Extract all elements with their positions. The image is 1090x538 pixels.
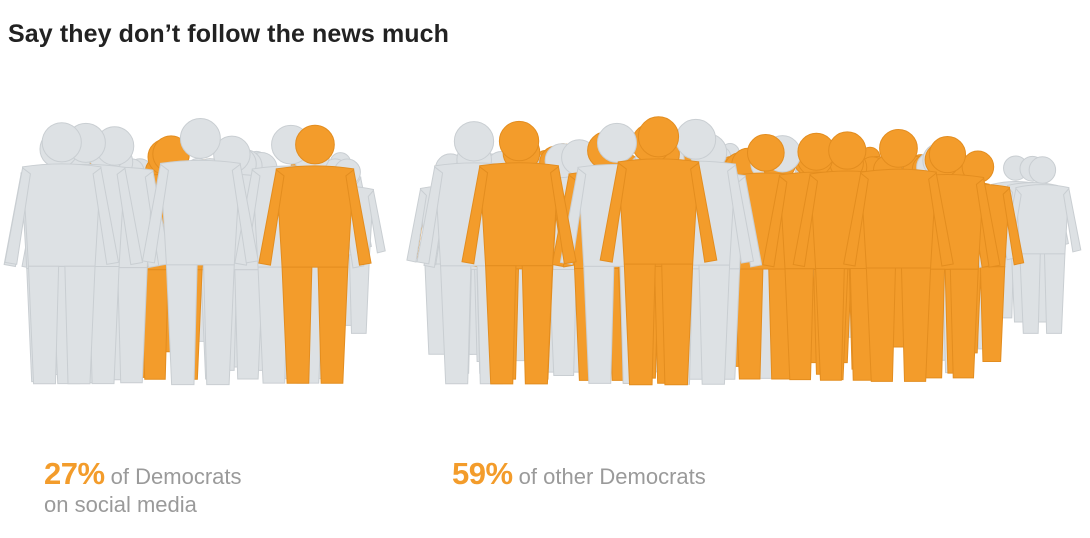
percent-social-media: 27%	[44, 456, 105, 491]
percent-other: 59%	[452, 456, 513, 491]
person-icon-highlighted	[258, 124, 372, 384]
caption-other: 59% of other Democrats	[452, 458, 872, 491]
chart-title: Say they don’t follow the news much	[8, 20, 450, 48]
person-icon	[141, 117, 259, 386]
caption-social-media-text-line2: on social media	[44, 492, 197, 517]
person-icon-highlighted	[461, 120, 577, 385]
person-icon-highlighted	[843, 129, 954, 382]
person-icon	[4, 122, 120, 385]
crowd-other	[406, 116, 1082, 386]
caption-other-text: of other Democrats	[518, 464, 706, 489]
person-icon-highlighted	[599, 116, 718, 386]
caption-social-media: 27% of Democrats on social media	[44, 458, 344, 519]
person-icon	[1003, 156, 1082, 334]
caption-social-media-text: of Democrats	[110, 464, 242, 489]
crowd-social-media	[3, 117, 386, 386]
